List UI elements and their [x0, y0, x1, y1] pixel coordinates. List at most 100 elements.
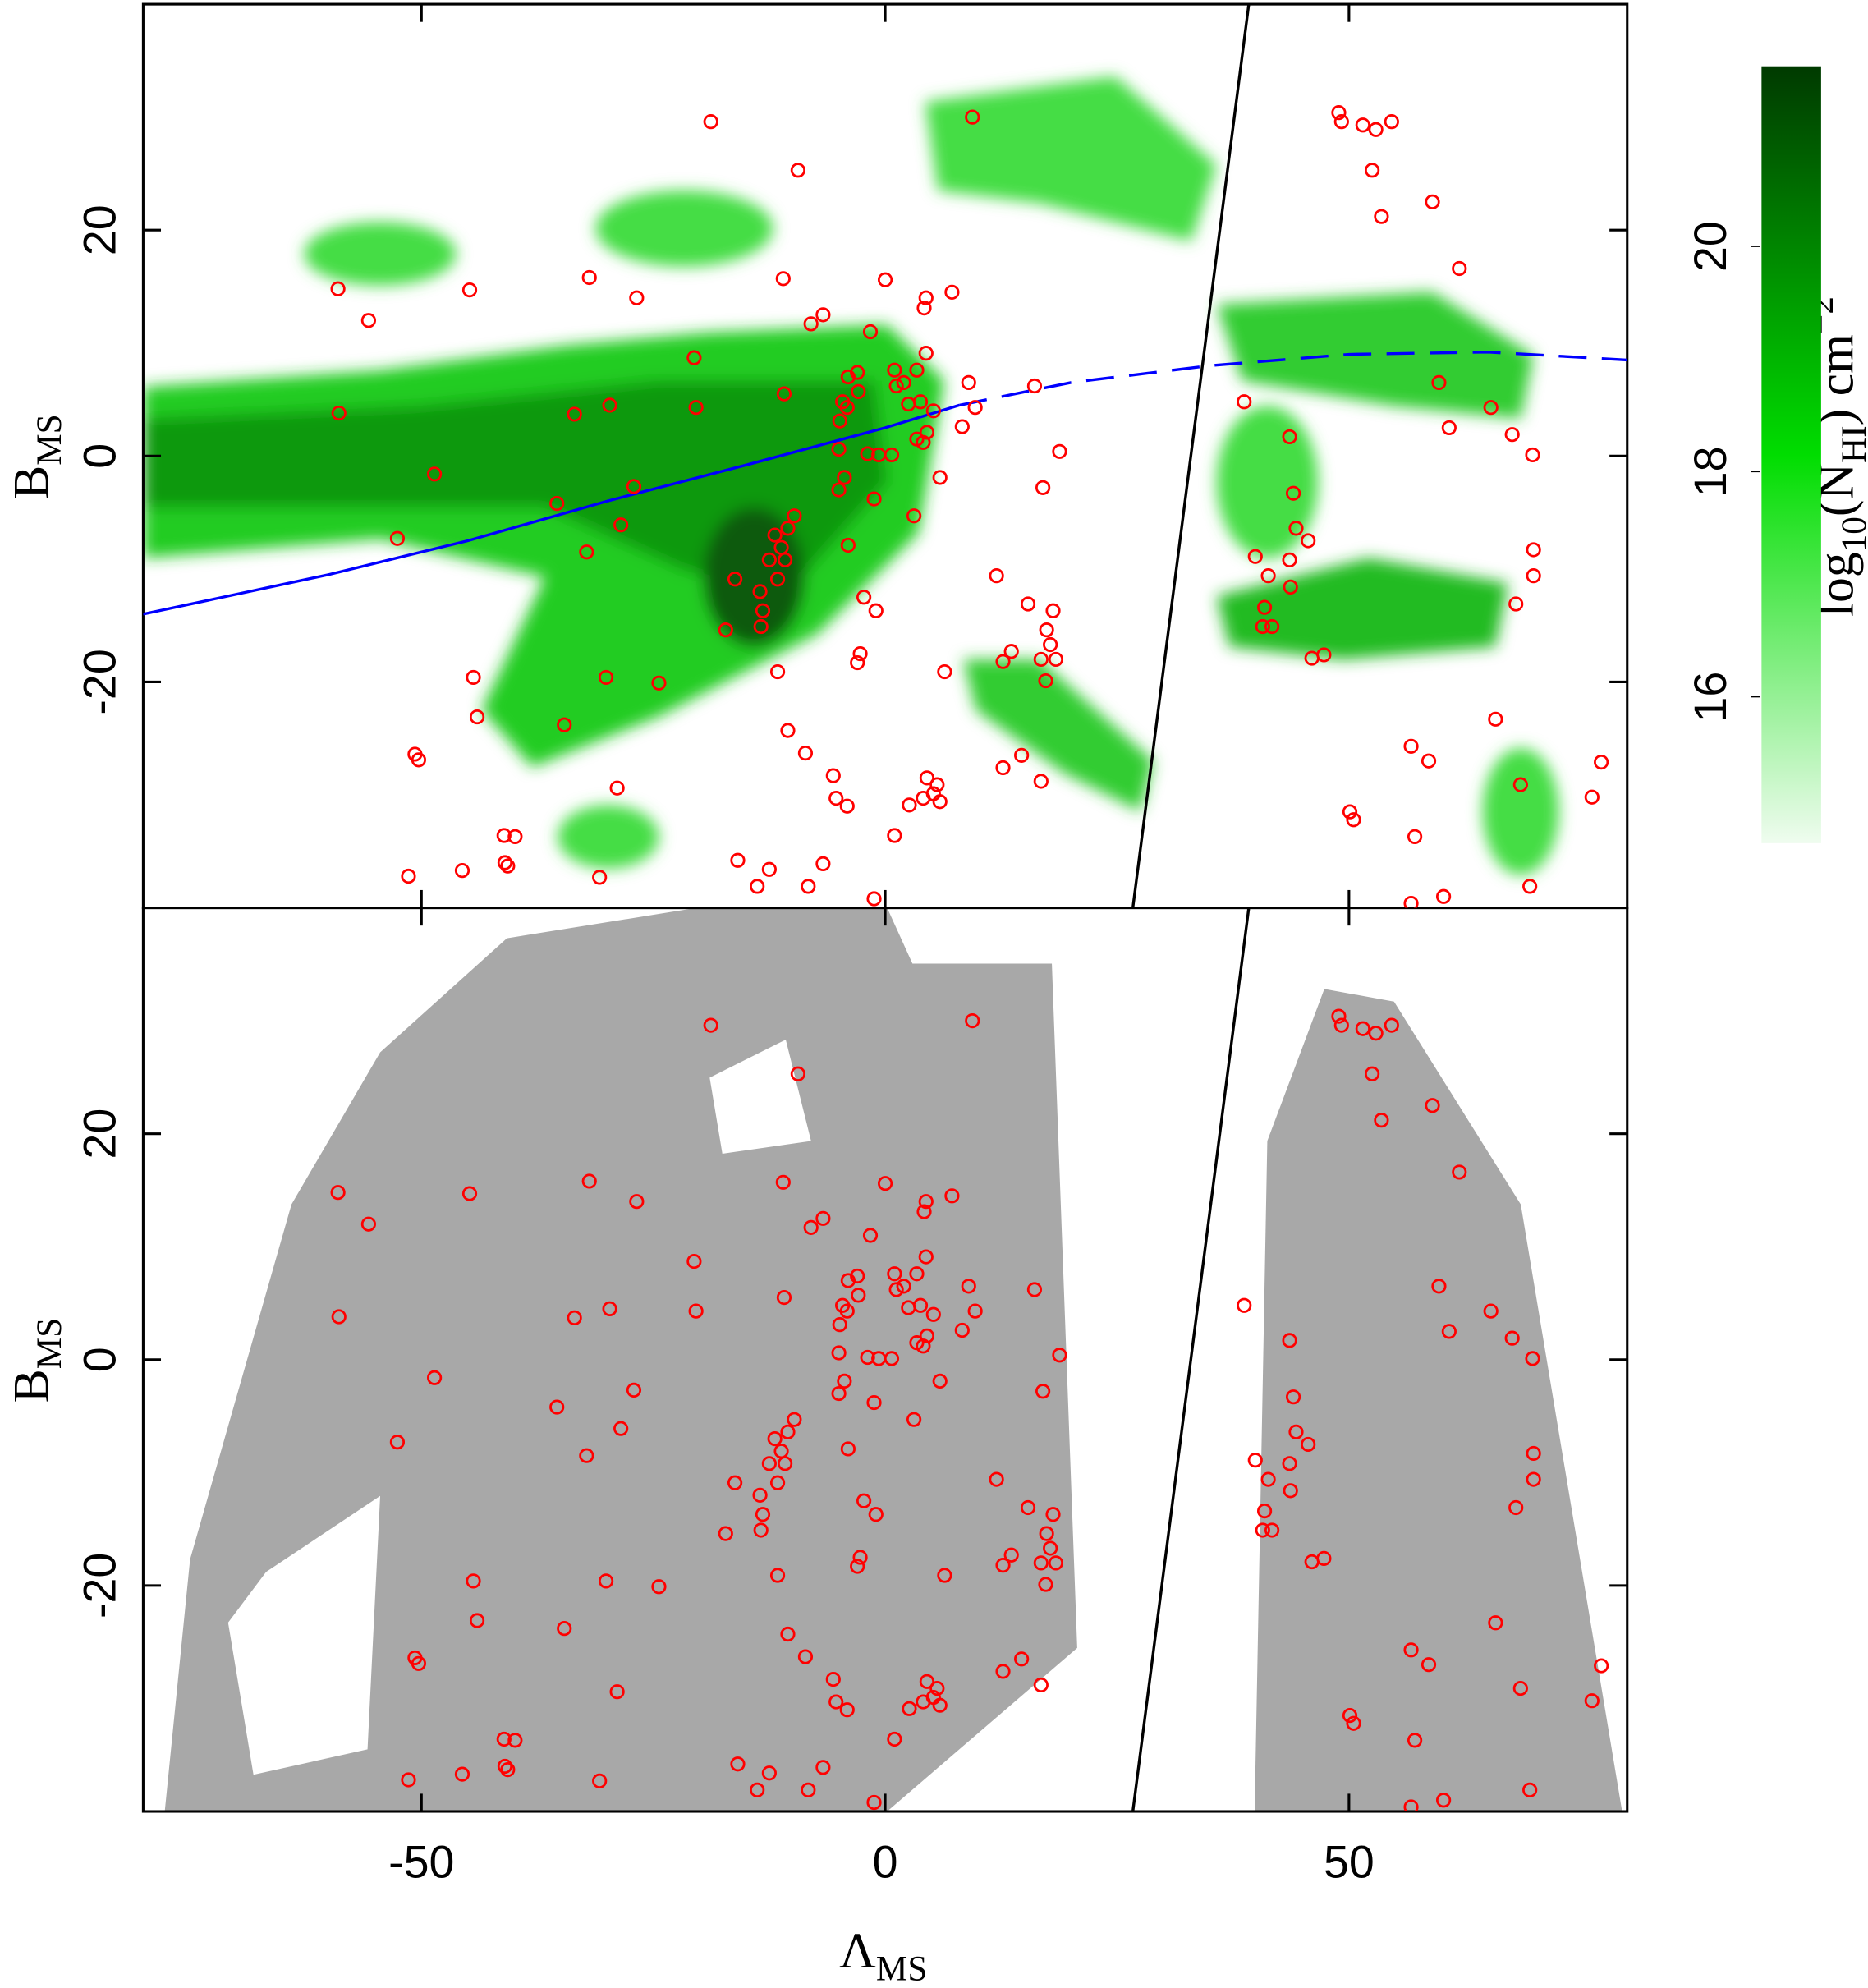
data-point — [909, 362, 925, 378]
data-point — [496, 1731, 512, 1747]
data-point — [918, 1249, 934, 1265]
data-point — [1346, 812, 1361, 828]
data-point — [831, 1385, 847, 1402]
data-point — [497, 855, 513, 870]
data-point — [916, 1204, 932, 1219]
data-point — [1301, 533, 1316, 549]
y-tick-label: 0 — [74, 443, 125, 469]
data-point — [852, 645, 868, 662]
data-point — [815, 307, 831, 323]
data-point — [1045, 1507, 1061, 1522]
data-point — [557, 1621, 572, 1637]
label-part: MS — [30, 1318, 69, 1369]
data-point — [776, 1290, 792, 1306]
data-point — [1283, 1483, 1298, 1499]
data-point — [1421, 1657, 1437, 1673]
data-point — [688, 400, 704, 416]
lines — [143, 4, 1627, 908]
data-point — [1594, 1658, 1609, 1674]
data-point — [1255, 1522, 1270, 1538]
data-point — [602, 397, 617, 413]
data-point — [840, 1441, 856, 1457]
data-point — [801, 1782, 816, 1797]
data-point — [1441, 420, 1457, 436]
data-point — [775, 1174, 791, 1190]
data-point — [1237, 394, 1252, 410]
data-point — [790, 163, 806, 178]
x-tick-label: 50 — [1324, 1836, 1375, 1887]
data-point — [1483, 400, 1499, 416]
data-point — [803, 316, 819, 332]
data-point — [1435, 1793, 1452, 1808]
data-point — [866, 891, 882, 907]
data-point — [1247, 1453, 1263, 1468]
data-point — [1003, 644, 1019, 659]
data-point — [852, 1550, 868, 1565]
data-point — [1026, 1282, 1043, 1297]
data-point — [815, 856, 831, 872]
data-point — [1033, 651, 1049, 668]
data-point — [1431, 1279, 1447, 1294]
data-point — [750, 879, 765, 894]
data-point — [850, 1268, 865, 1284]
data-point — [461, 282, 478, 298]
data-point — [1052, 443, 1067, 459]
data-point — [727, 1475, 743, 1490]
colorbar — [1761, 66, 1821, 843]
data-point — [755, 603, 771, 618]
label-part: MS — [876, 1949, 927, 1988]
data-point — [613, 1421, 629, 1436]
data-point — [1264, 618, 1280, 635]
data-point — [1526, 1445, 1541, 1462]
data-point — [828, 1694, 844, 1710]
label-part: 10 — [1834, 517, 1868, 552]
data-point — [549, 1399, 565, 1415]
data-point — [1368, 1026, 1384, 1041]
data-point — [918, 290, 934, 305]
data-point — [1020, 1499, 1036, 1516]
data-point — [1255, 618, 1270, 635]
data-point — [497, 1758, 513, 1775]
data-point — [1508, 596, 1524, 612]
data-point — [500, 858, 516, 874]
data-point — [831, 441, 847, 457]
data-point — [466, 669, 481, 686]
data-point — [761, 1765, 777, 1781]
label-part: MS — [30, 414, 69, 465]
data-point — [1333, 114, 1349, 130]
data-point — [1264, 1522, 1280, 1538]
data-point — [995, 1664, 1011, 1679]
data-point — [1512, 1680, 1528, 1696]
data-point — [831, 1345, 847, 1361]
data-point — [1256, 1503, 1273, 1519]
data-point — [967, 400, 983, 416]
y-axis-label: BMS — [4, 414, 69, 499]
data-point — [803, 1219, 819, 1235]
data-point — [360, 313, 377, 328]
colorbar-tick-label: 20 — [1685, 221, 1736, 272]
data-point — [866, 1794, 882, 1811]
data-point — [1285, 1389, 1301, 1405]
data-point — [1260, 1471, 1276, 1487]
data-point — [887, 1731, 902, 1747]
data-point — [777, 552, 793, 567]
data-point — [1247, 549, 1263, 564]
data-point — [832, 413, 847, 429]
data-point — [862, 1228, 879, 1243]
data-point — [1384, 114, 1399, 130]
data-point — [769, 663, 786, 680]
data-point — [686, 350, 702, 365]
data-point — [1365, 163, 1380, 178]
data-point — [1282, 429, 1297, 445]
colorbar-tick-label: 16 — [1685, 672, 1736, 723]
data-point — [925, 1306, 941, 1322]
data-point — [454, 863, 470, 879]
data-point — [1512, 777, 1528, 792]
data-point — [944, 284, 960, 300]
label-part: B — [4, 1369, 60, 1403]
data-point — [1407, 1733, 1423, 1748]
data-point — [866, 491, 882, 507]
data-point — [839, 1702, 855, 1718]
data-point — [1282, 1456, 1297, 1471]
